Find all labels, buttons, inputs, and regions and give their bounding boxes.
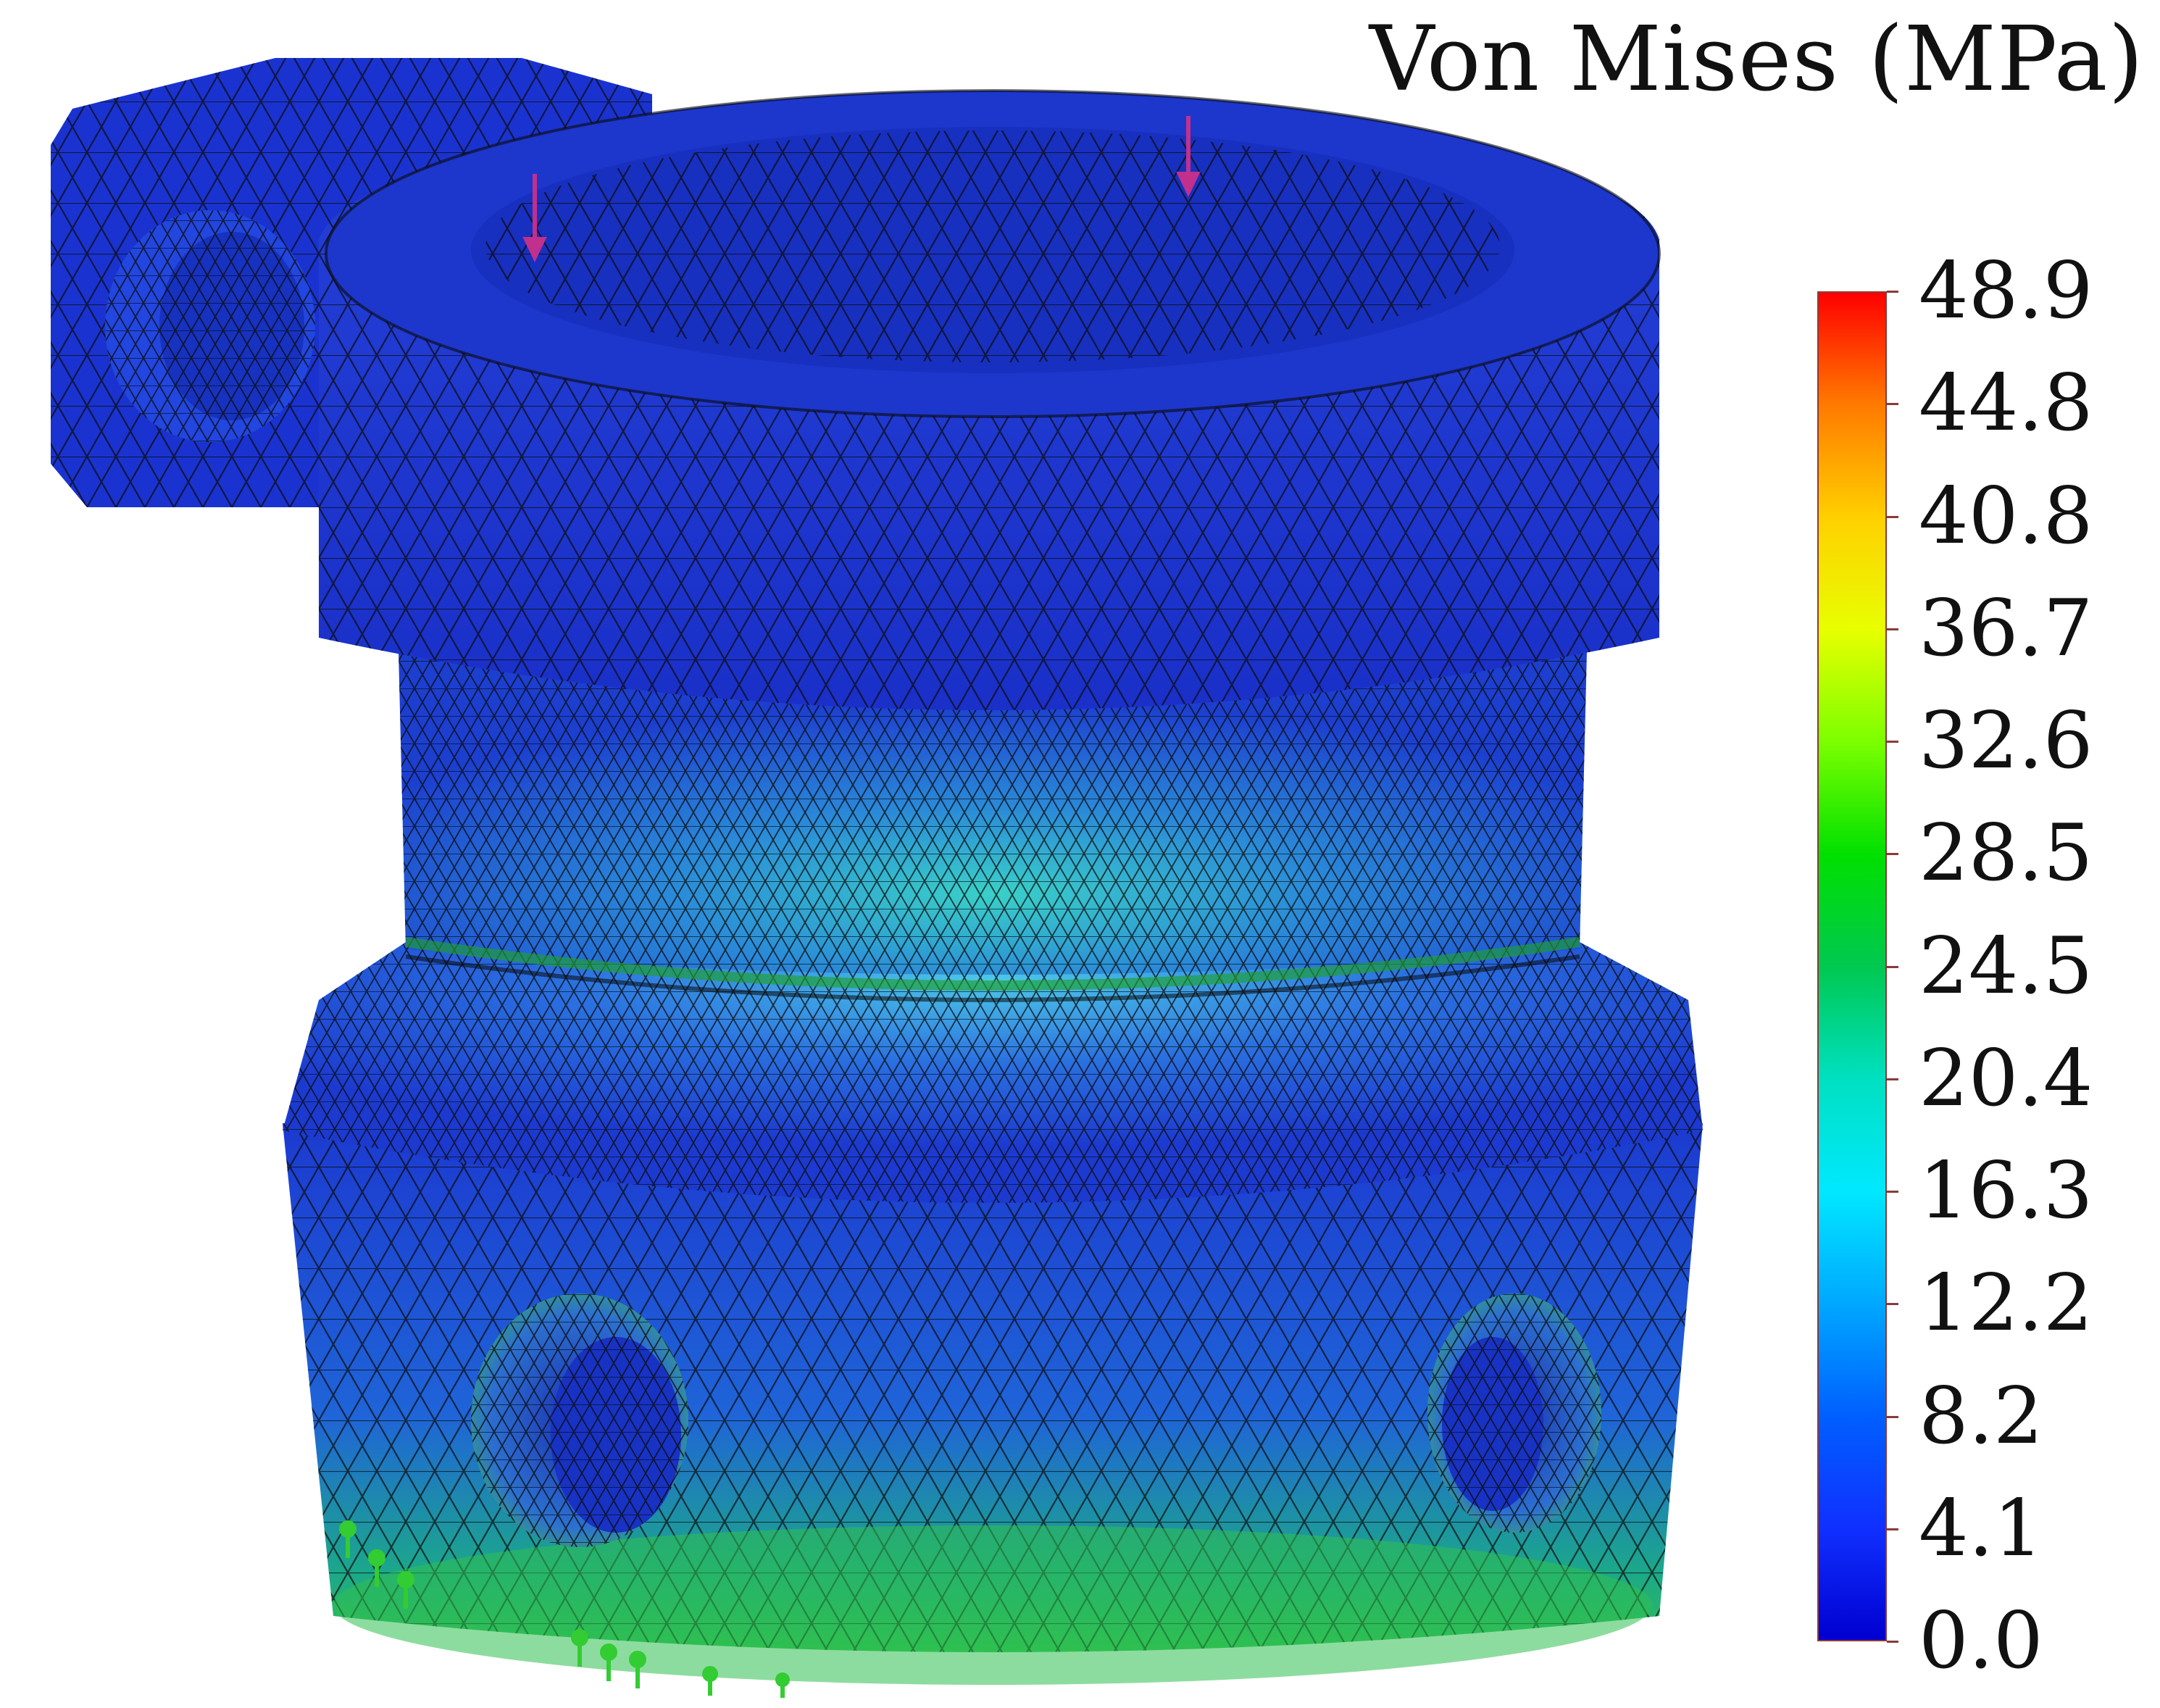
legend-title: Von Mises (MPa) [1369, 7, 2144, 112]
colorbar-tick-mark [1887, 515, 1898, 518]
side-hole-left [471, 1294, 688, 1547]
colorbar-tick-mark [1887, 853, 1898, 856]
colorbar [1817, 291, 1887, 1641]
fixture-markers [339, 1520, 790, 1698]
colorbar-tick-label: 12.2 [1919, 1258, 2093, 1349]
colorbar-tick-label: 28.5 [1919, 808, 2093, 899]
colorbar-tick-label: 4.1 [1919, 1483, 2043, 1574]
colorbar-tick-mark [1887, 1415, 1898, 1418]
load-arrows [522, 116, 1201, 262]
colorbar-tick-mark [1887, 965, 1898, 968]
colorbar-tick-mark [1887, 1078, 1898, 1080]
colorbar-tick-mark [1887, 1528, 1898, 1530]
flare-section [283, 924, 1703, 1203]
colorbar-tick-label: 24.5 [1919, 920, 2093, 1012]
colorbar-tick-label: 32.6 [1919, 696, 2093, 786]
colorbar-tick-mark [1887, 1191, 1898, 1193]
colorbar-tick-label: 44.8 [1919, 358, 2093, 449]
colorbar-tick-mark [1887, 1303, 1898, 1306]
waist-section [399, 652, 1587, 1002]
colorbar-tick-label: 36.7 [1919, 583, 2093, 674]
colorbar-tick-mark [1887, 741, 1898, 743]
colorbar-tick-label: 20.4 [1919, 1033, 2093, 1124]
side-hole-right [1427, 1294, 1601, 1533]
colorbar-tick-label: 40.8 [1919, 470, 2093, 562]
colorbar-tick-mark [1887, 403, 1898, 406]
colorbar-tick-mark [1887, 291, 1898, 293]
colorbar-tick-label: 16.3 [1919, 1146, 2093, 1236]
colorbar-tick-label: 48.9 [1919, 246, 2093, 336]
colorbar-tick-mark [1887, 628, 1898, 630]
colorbar-tick-mark [1887, 1641, 1898, 1643]
colorbar-tick-label: 8.2 [1919, 1370, 2043, 1462]
upper-ring [319, 89, 1661, 710]
colorbar-tick-label: 0.0 [1919, 1596, 2043, 1686]
